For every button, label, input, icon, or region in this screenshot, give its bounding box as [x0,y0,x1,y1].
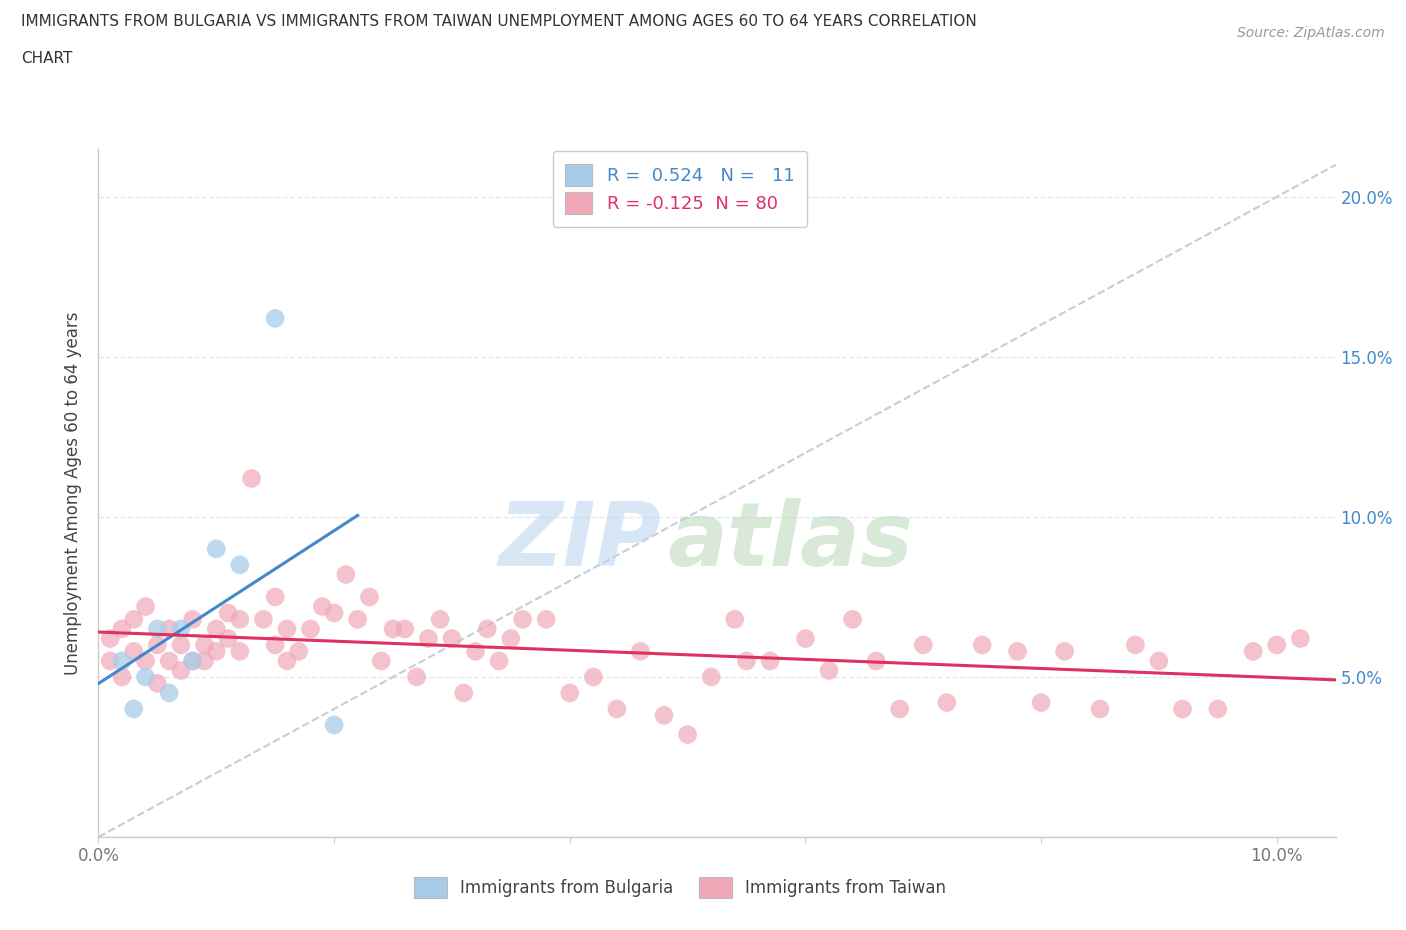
Point [359,590,381,604]
Point [841,612,863,627]
Point [488,654,510,669]
Point [418,631,440,646]
Point [205,644,228,658]
Point [217,605,239,620]
Point [276,654,298,669]
Point [724,612,747,627]
Point [1289,631,1312,646]
Point [181,612,204,627]
Point [111,654,134,669]
Point [311,599,333,614]
Point [477,621,499,636]
Point [122,701,145,716]
Point [1241,644,1264,658]
Point [912,637,935,652]
Point [1007,644,1029,658]
Point [193,637,215,652]
Point [429,612,451,627]
Point [382,621,405,636]
Text: Source: ZipAtlas.com: Source: ZipAtlas.com [1237,26,1385,40]
Point [217,631,239,646]
Point [323,605,346,620]
Point [935,695,957,710]
Point [122,644,145,658]
Point [794,631,817,646]
Point [889,701,911,716]
Y-axis label: Unemployment Among Ages 60 to 64 years: Unemployment Among Ages 60 to 64 years [65,312,83,674]
Point [135,654,157,669]
Point [240,472,263,486]
Point [299,621,322,636]
Point [464,644,486,658]
Point [193,654,215,669]
Point [229,612,252,627]
Point [170,621,193,636]
Point [1265,637,1288,652]
Point [1125,637,1147,652]
Point [558,685,581,700]
Point [1206,701,1229,716]
Point [1171,701,1194,716]
Point [146,621,169,636]
Point [111,621,134,636]
Point [440,631,463,646]
Point [676,727,699,742]
Text: CHART: CHART [21,51,73,66]
Point [181,654,204,669]
Point [1053,644,1076,658]
Point [157,621,180,636]
Text: ZIP: ZIP [499,498,661,585]
Point [135,599,157,614]
Point [264,637,287,652]
Point [865,654,887,669]
Point [170,637,193,652]
Point [157,654,180,669]
Point [534,612,557,627]
Point [135,670,157,684]
Point [146,637,169,652]
Text: atlas: atlas [668,498,914,585]
Point [229,557,252,572]
Point [405,670,427,684]
Point [287,644,309,658]
Point [98,631,121,646]
Point [229,644,252,658]
Point [630,644,652,658]
Point [252,612,274,627]
Point [111,670,134,684]
Point [582,670,605,684]
Point [394,621,416,636]
Point [205,541,228,556]
Point [499,631,522,646]
Point [264,311,287,325]
Point [346,612,368,627]
Point [181,654,204,669]
Point [512,612,534,627]
Point [146,676,169,691]
Point [818,663,841,678]
Point [972,637,994,652]
Point [1029,695,1052,710]
Text: IMMIGRANTS FROM BULGARIA VS IMMIGRANTS FROM TAIWAN UNEMPLOYMENT AMONG AGES 60 TO: IMMIGRANTS FROM BULGARIA VS IMMIGRANTS F… [21,14,977,29]
Point [1088,701,1111,716]
Point [264,590,287,604]
Point [759,654,782,669]
Point [370,654,392,669]
Point [98,654,121,669]
Point [335,567,357,582]
Point [735,654,758,669]
Point [606,701,628,716]
Point [700,670,723,684]
Point [157,685,180,700]
Point [652,708,675,723]
Point [453,685,475,700]
Point [205,621,228,636]
Legend: Immigrants from Bulgaria, Immigrants from Taiwan: Immigrants from Bulgaria, Immigrants fro… [406,870,953,904]
Point [323,718,346,733]
Point [122,612,145,627]
Point [276,621,298,636]
Point [170,663,193,678]
Point [1147,654,1170,669]
